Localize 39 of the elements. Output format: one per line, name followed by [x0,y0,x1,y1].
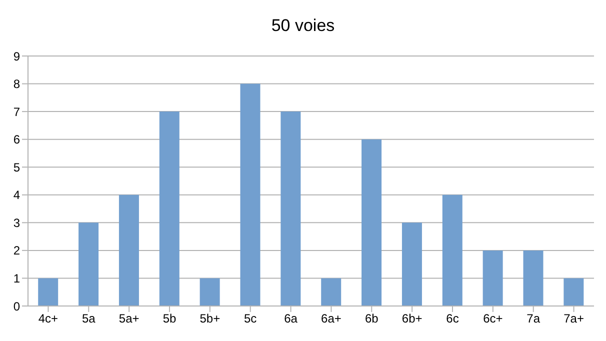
bar [78,222,99,306]
bar [523,250,544,306]
y-tick-label: 5 [13,160,20,174]
bar [159,112,180,306]
y-tick-label: 7 [13,104,20,119]
x-tick-label: 4c+ [38,312,58,326]
x-tick-label: 6c+ [483,312,503,326]
y-tick-label: 0 [13,299,20,314]
x-tick-label: 7a [526,312,540,326]
x-tick-label: 6a+ [321,312,342,326]
bar [240,84,260,306]
bar [38,278,58,306]
bar [280,112,301,306]
bar [362,139,382,306]
y-tick-label: 1 [13,271,20,286]
x-tick-label: 5a+ [118,312,140,326]
chart-title: 50 voies [270,15,336,37]
x-tick-label: 5b [162,312,176,326]
x-tick-label: 6c [446,312,459,326]
bar [482,250,503,306]
bar [321,278,342,306]
bar [402,222,422,306]
bar [118,194,139,306]
bar [564,278,584,306]
y-tick-label: 6 [13,132,20,147]
x-tick-label: 5c [244,312,257,326]
bar [442,194,462,306]
x-tick-label: 6a [284,312,298,326]
x-tick-label: 6b [364,312,379,326]
y-tick-label: 4 [13,188,20,202]
x-tick-label: 7a+ [564,312,584,326]
y-tick-label: 3 [13,216,20,230]
x-tick-label: 6b+ [402,312,422,326]
x-tick-label: 5b+ [200,312,220,326]
y-tick-label: 2 [13,244,20,258]
y-tick-label: 9 [13,49,20,64]
bar [200,278,220,306]
x-tick-label: 5a [82,312,96,326]
y-tick-label: 8 [13,77,20,92]
